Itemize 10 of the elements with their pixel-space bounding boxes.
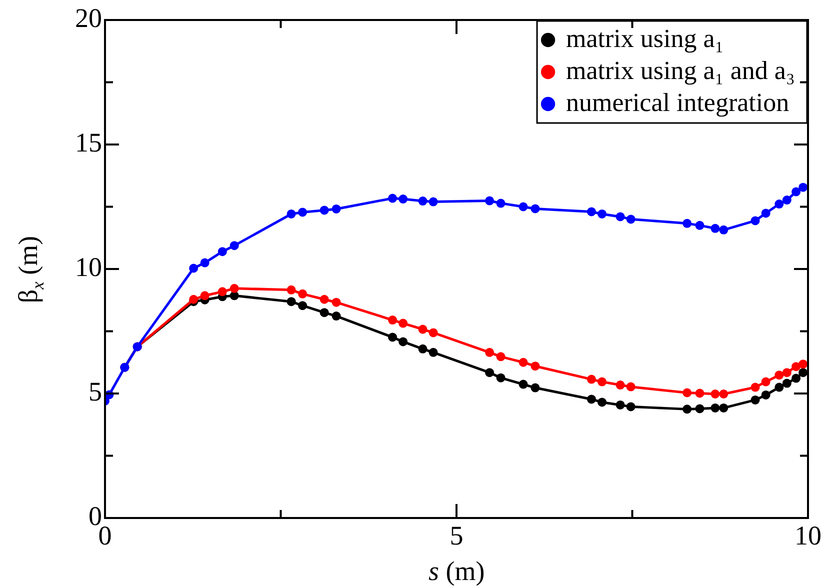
y-tick-label: 20 — [75, 3, 102, 34]
legend-label: numerical integration — [566, 88, 790, 117]
y-tick-label: 10 — [75, 252, 102, 282]
y-tick-label: 5 — [88, 376, 102, 407]
x-tick-label: 10 — [794, 520, 822, 550]
legend-label: matrix using a₁ and a₃ — [566, 56, 796, 85]
x-tick-label: 5 — [450, 520, 464, 550]
y-tick-label: 15 — [75, 128, 102, 158]
x-axis-title: s (m) — [428, 556, 485, 587]
legend-label: matrix using a₁ — [566, 24, 724, 53]
